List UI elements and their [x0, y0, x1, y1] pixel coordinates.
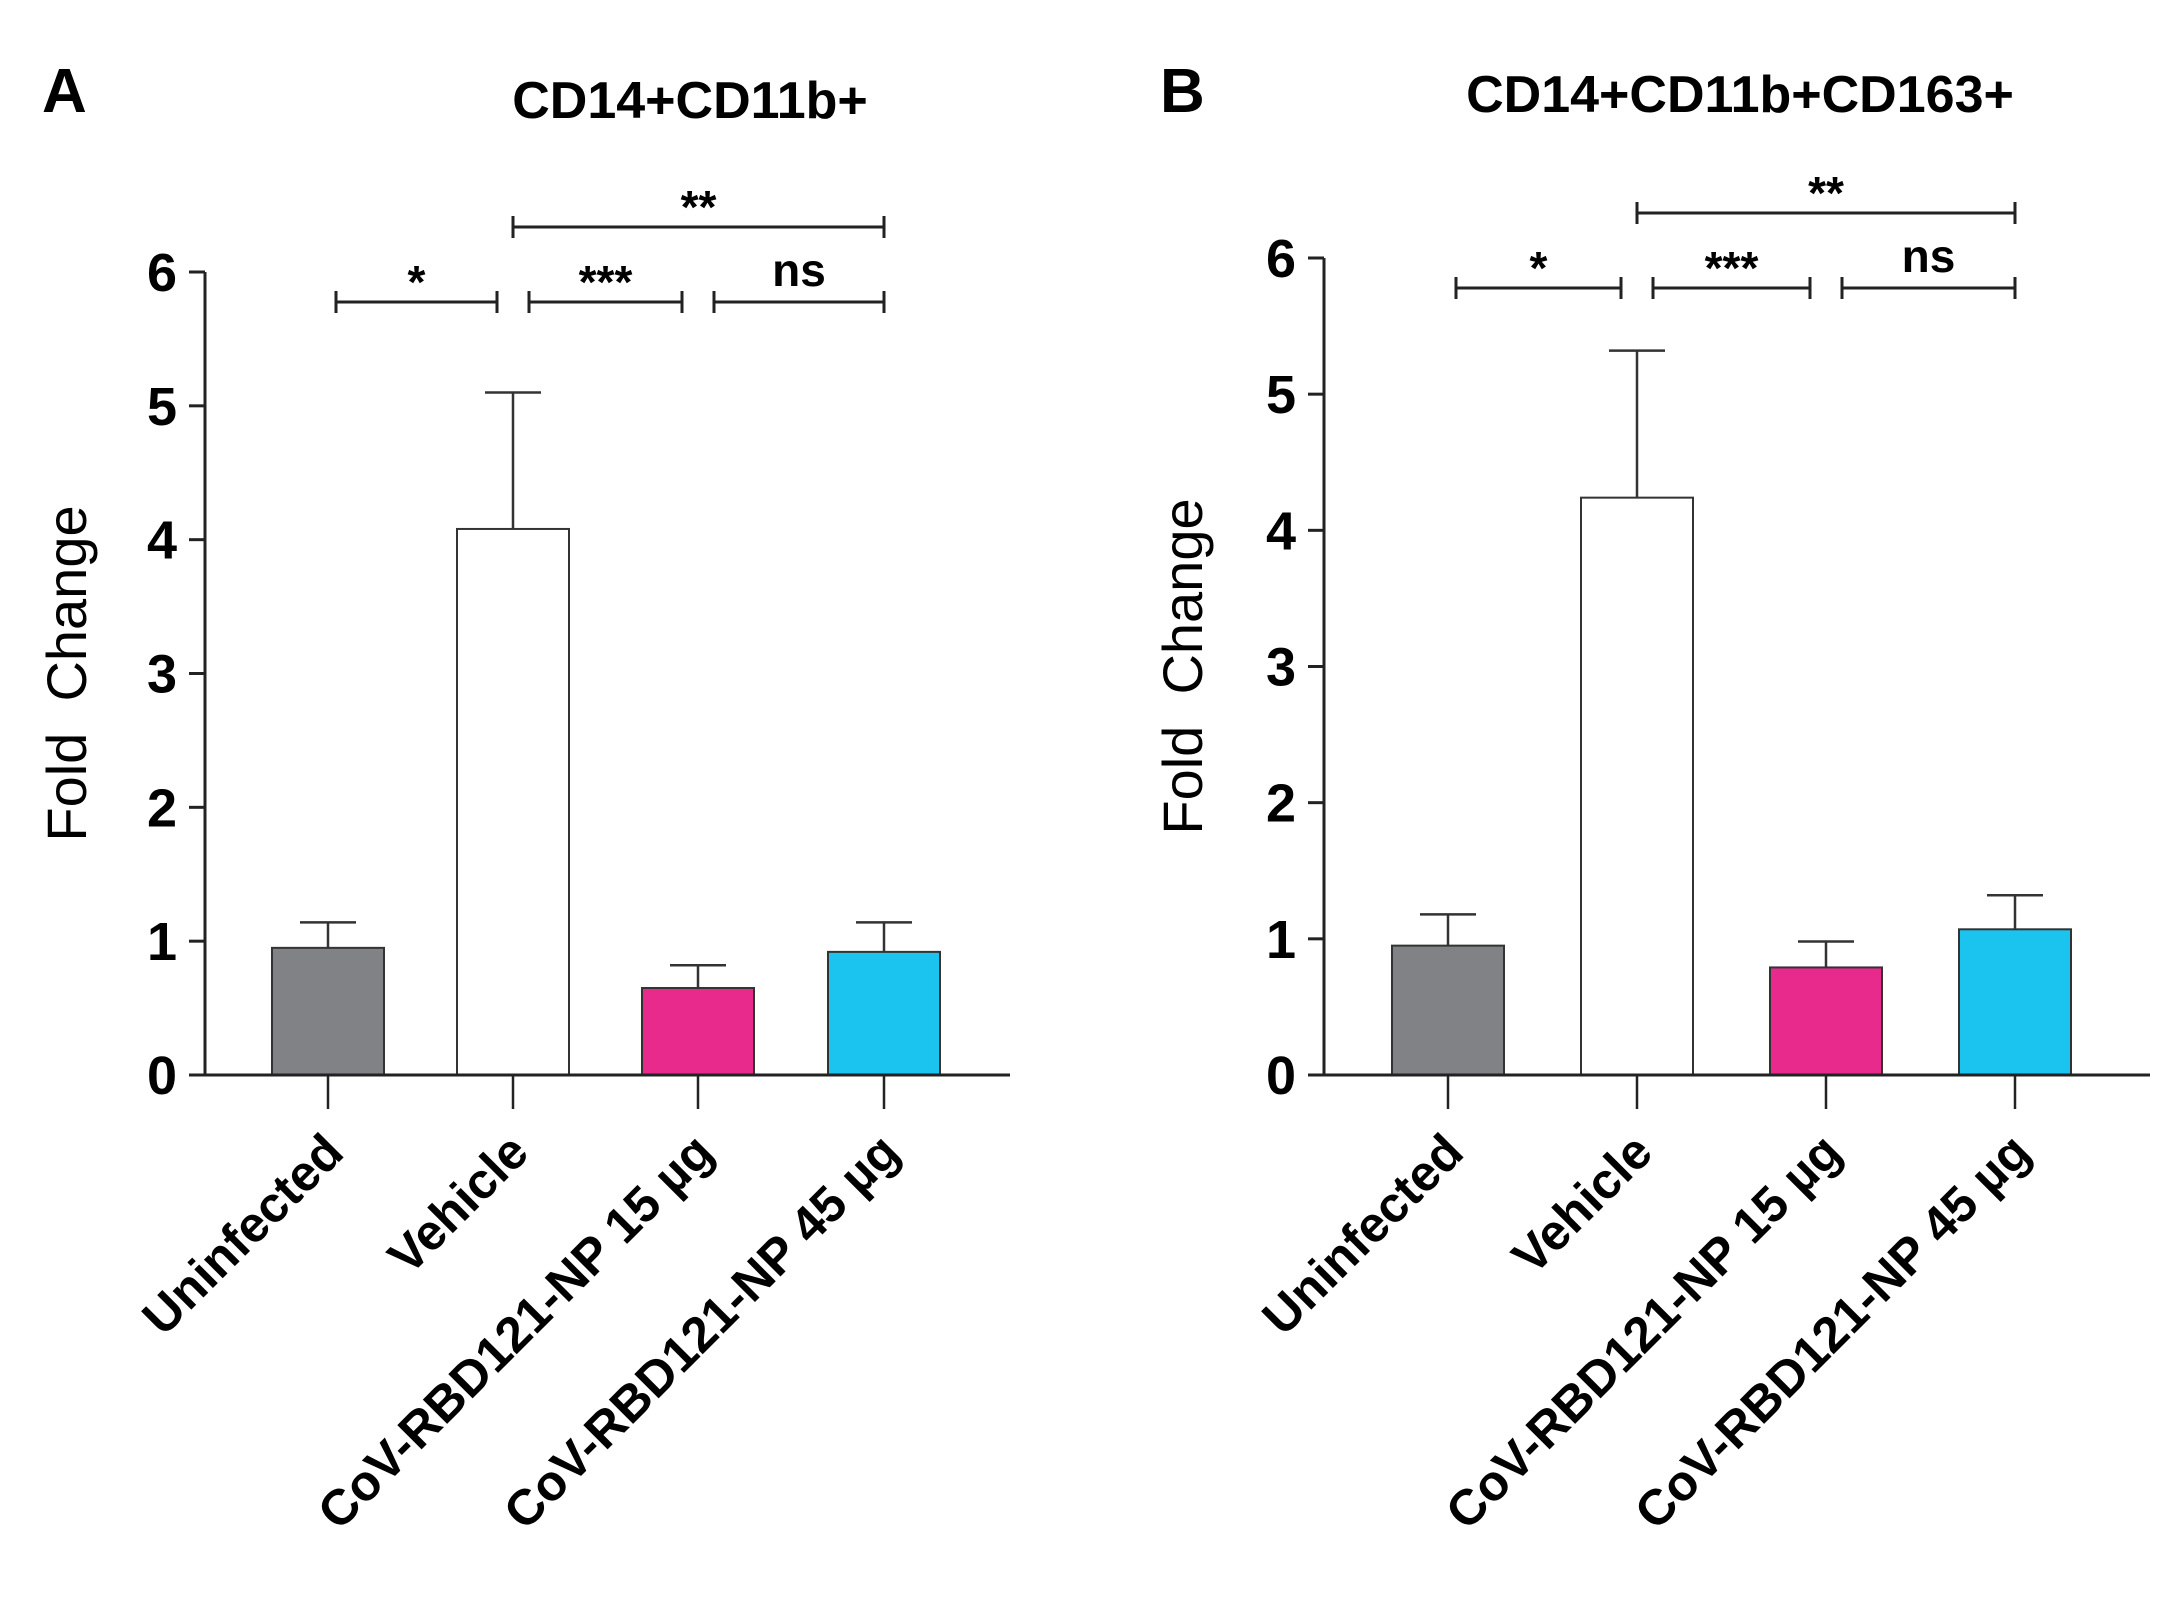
bar-1 [1391, 944, 1505, 1076]
x-tick-label: CoV-RBD121-NP 45 µg [1624, 1123, 2041, 1540]
x-tick-label: Uninfected [1251, 1123, 1473, 1345]
y-tick-label: 6 [1266, 229, 1296, 289]
significance-label: ns [772, 244, 826, 296]
significance-label: *** [1705, 242, 1759, 294]
chart-panel-b: B CD14+CD11b+CD163+ Fold Change 0 1 2 3 4 5 6 Unin… [1151, 57, 2150, 1540]
bar-3 [641, 987, 755, 1077]
chart-title: CD14+CD11b+CD163+ [1466, 66, 2014, 124]
significance-label: ** [681, 181, 717, 233]
x-tick-label: Uninfected [131, 1123, 353, 1345]
significance-label: ** [1808, 167, 1844, 219]
y-tick-label: 5 [147, 377, 177, 437]
y-tick-label: 4 [147, 511, 177, 571]
significance-label: * [1530, 242, 1548, 294]
bar-2 [1580, 496, 1694, 1076]
x-tick-label: CoV-RBD121-NP 45 µg [493, 1123, 910, 1540]
chart-panel-a: A CD14+CD11b+ Fold Change 0 1 2 3 4 5 6 Uninfected… [35, 57, 1010, 1540]
y-axis-label: Fold Change [1151, 498, 1214, 834]
significance-label: ns [1902, 230, 1956, 282]
y-tick-label: 3 [1266, 638, 1296, 698]
bar-1 [271, 946, 385, 1077]
significance-label: *** [579, 256, 633, 308]
y-tick-label: 6 [147, 243, 177, 303]
bar-3 [1769, 966, 1883, 1077]
bar-4 [1958, 928, 2072, 1077]
y-tick-label: 1 [147, 912, 177, 972]
y-tick-label: 4 [1266, 501, 1296, 561]
x-tick-label: Vehicle [377, 1123, 538, 1284]
x-tick-label: Vehicle [1501, 1123, 1662, 1284]
y-tick-label: 1 [1266, 910, 1296, 970]
y-tick-label: 2 [1266, 774, 1296, 834]
chart-title: CD14+CD11b+ [512, 72, 868, 130]
x-tick-label: CoV-RBD121-NP 15 µg [1435, 1123, 1852, 1540]
y-tick-label: 0 [1266, 1046, 1296, 1106]
y-axis-label: Fold Change [35, 505, 98, 841]
panel-letter: B [1160, 57, 1205, 126]
y-tick-label: 0 [147, 1046, 177, 1106]
bar-2 [456, 527, 570, 1076]
y-tick-label: 5 [1266, 365, 1296, 425]
y-tick-label: 3 [147, 645, 177, 705]
y-tick-label: 2 [147, 778, 177, 838]
panel-letter: A [42, 57, 87, 126]
significance-label: * [408, 256, 426, 308]
bar-4 [827, 950, 941, 1077]
